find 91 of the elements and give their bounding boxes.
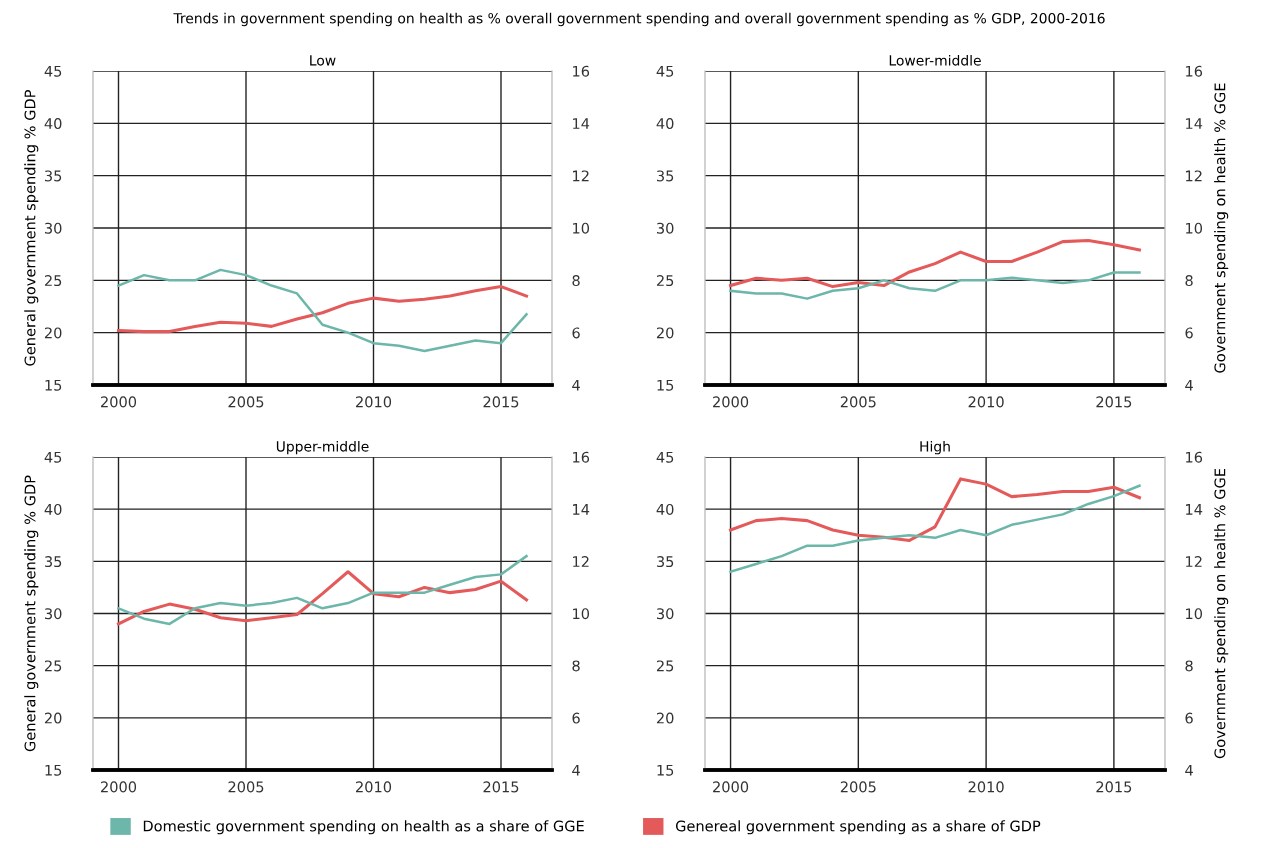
y2-tick-label: 6 xyxy=(1185,712,1193,724)
chart-title: Upper-middle xyxy=(276,440,369,455)
y2-tick-label: 10 xyxy=(573,608,590,620)
line-series xyxy=(117,554,528,626)
y2-tick-label: 10 xyxy=(573,222,590,234)
line-series xyxy=(729,239,1141,289)
x-tick-label: 2015 xyxy=(1096,396,1132,408)
y2-tick-label: 14 xyxy=(573,504,590,515)
y2-tick-label: 16 xyxy=(1186,451,1203,463)
y-axis-title: General government spending % GDP xyxy=(24,475,39,752)
y-tick-label: 40 xyxy=(44,503,62,515)
y-tick-label: 35 xyxy=(45,556,62,568)
y2-tick-label: 4 xyxy=(572,764,580,776)
y-tick-label: 45 xyxy=(656,451,674,463)
y-tick-label: 45 xyxy=(44,65,62,77)
x-tick-label: 2005 xyxy=(840,781,876,793)
y2-tick-label: 8 xyxy=(572,660,580,672)
x-tick-label: 2005 xyxy=(228,781,264,793)
y2-axis-title: Government spending on health % GGE xyxy=(1214,83,1229,373)
y-tick-label: 25 xyxy=(44,275,62,287)
chart-title: Lower-middle xyxy=(889,54,981,66)
text: Trends in government spending on health as % overall government spending and overall government spending as % GDP, 2000-2016 xyxy=(173,12,1105,27)
chart-title: Low xyxy=(310,55,336,66)
x-tick-label: 2000 xyxy=(101,396,137,408)
y-tick-label: 40 xyxy=(656,118,674,130)
line-series xyxy=(116,285,529,334)
y-tick-label: 20 xyxy=(44,327,62,339)
y-tick-label: 30 xyxy=(657,222,674,234)
y2-tick-label: 8 xyxy=(572,275,580,287)
y2-tick-label: 12 xyxy=(1186,556,1202,567)
line-series xyxy=(729,484,1141,574)
y2-tick-label: 8 xyxy=(1185,275,1193,287)
line-series xyxy=(729,271,1141,300)
line-series xyxy=(729,477,1141,542)
x-tick-label: 2010 xyxy=(356,396,392,408)
y-tick-label: 40 xyxy=(656,503,674,515)
legend-label: Domestic government spending on health as a share of GGE xyxy=(143,820,584,835)
y2-tick-label: 6 xyxy=(572,327,580,339)
y-tick-label: 15 xyxy=(45,764,62,776)
y-tick-label: 15 xyxy=(657,764,674,776)
y2-tick-label: 14 xyxy=(1186,118,1203,129)
y2-tick-label: 4 xyxy=(1185,764,1193,776)
x-tick-label: 2000 xyxy=(713,396,749,408)
y-axis-title: General government spending % GDP xyxy=(24,90,39,366)
y-tick-label: 30 xyxy=(657,608,674,620)
y-tick-label: 25 xyxy=(656,660,674,672)
y-tick-label: 15 xyxy=(45,379,62,391)
x-tick-label: 2010 xyxy=(968,781,1004,793)
y-tick-label: 20 xyxy=(656,327,674,339)
y2-tick-label: 4 xyxy=(572,379,580,391)
y-tick-label: 25 xyxy=(44,660,62,672)
x-tick-label: 2015 xyxy=(483,396,519,408)
y2-tick-label: 14 xyxy=(573,118,590,129)
y2-tick-label: 12 xyxy=(573,556,589,567)
x-tick-label: 2015 xyxy=(483,781,519,793)
y-tick-label: 35 xyxy=(45,170,62,182)
y2-tick-label: 12 xyxy=(1186,170,1202,182)
y2-tick-label: 12 xyxy=(573,170,589,182)
y-tick-label: 30 xyxy=(45,608,62,620)
y-tick-label: 40 xyxy=(44,118,62,130)
y2-tick-label: 6 xyxy=(572,712,580,724)
y2-tick-label: 8 xyxy=(1185,660,1193,672)
y2-tick-label: 14 xyxy=(1186,504,1203,515)
x-tick-label: 2015 xyxy=(1096,781,1132,793)
x-tick-label: 2010 xyxy=(356,781,392,793)
y2-tick-label: 16 xyxy=(1186,65,1203,77)
y-tick-label: 45 xyxy=(44,451,62,463)
y-tick-label: 45 xyxy=(656,65,674,77)
line-series xyxy=(117,268,528,353)
y2-tick-label: 16 xyxy=(573,65,590,77)
x-tick-label: 2010 xyxy=(968,396,1004,408)
y2-tick-label: 10 xyxy=(1186,222,1203,234)
x-tick-label: 2000 xyxy=(101,781,137,793)
y-tick-label: 30 xyxy=(45,222,62,234)
y-tick-label: 15 xyxy=(657,379,674,391)
x-tick-label: 2005 xyxy=(840,396,876,408)
y2-tick-label: 10 xyxy=(1186,608,1203,620)
x-tick-label: 2000 xyxy=(713,781,749,793)
y2-axis-title: Government spending on health % GGE xyxy=(1214,468,1229,759)
line-series xyxy=(116,570,529,626)
y2-tick-label: 16 xyxy=(573,451,590,463)
legend-label: Genereal government spending as a share of GDP xyxy=(675,820,1041,835)
y-tick-label: 35 xyxy=(657,170,674,182)
chart-title: High xyxy=(920,440,950,455)
y-tick-label: 20 xyxy=(44,712,62,724)
y-tick-label: 25 xyxy=(656,275,674,287)
y-tick-label: 35 xyxy=(657,556,674,568)
y-tick-label: 20 xyxy=(656,712,674,724)
y2-tick-label: 4 xyxy=(1185,379,1193,391)
y2-tick-label: 6 xyxy=(1185,327,1193,339)
x-tick-label: 2005 xyxy=(228,396,264,408)
